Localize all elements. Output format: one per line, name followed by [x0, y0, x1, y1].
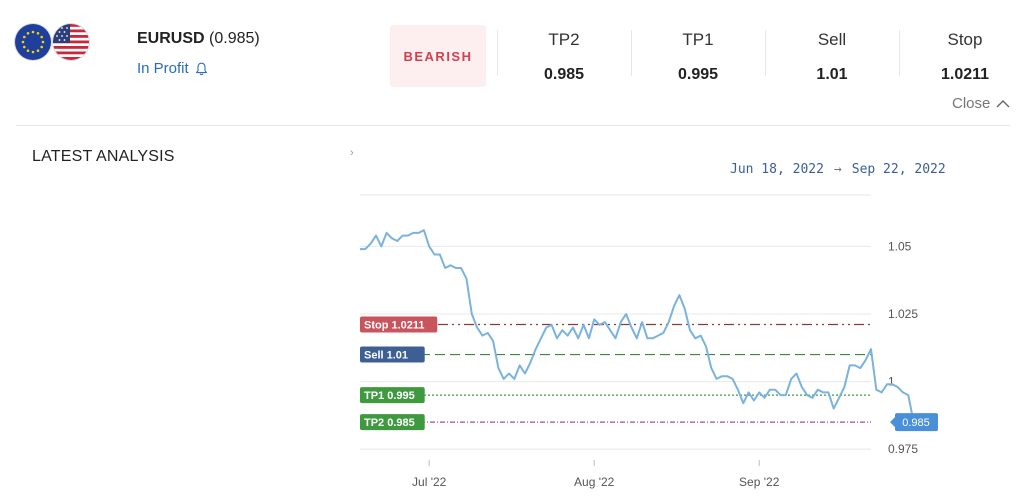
pair-price: (0.985) — [209, 30, 260, 47]
trade-header: EURUSD (0.985) In Profit BEARISH TP2 0.9… — [0, 0, 1024, 125]
y-tick-label: 1 — [888, 375, 895, 389]
current-price-label: 0.985 — [902, 417, 930, 429]
us-flag-icon — [53, 24, 89, 60]
section-title: LATEST ANALYSIS — [32, 148, 175, 165]
signal-badge: BEARISH — [390, 25, 486, 87]
metric-label: TP1 — [682, 30, 714, 49]
date-to: Sep 22, 2022 — [851, 162, 946, 177]
pair-symbol: EURUSD — [137, 30, 205, 47]
y-tick-label: 1.05 — [888, 239, 912, 253]
current-price-box — [895, 413, 938, 432]
metric-divider — [631, 30, 632, 76]
metric-label: Sell — [817, 30, 847, 49]
metric-stop: Stop 1.0211 — [898, 30, 1024, 83]
price-series-line — [360, 229, 915, 423]
x-tick-label: Aug '22 — [574, 475, 615, 489]
arrow-right-icon: → — [833, 162, 842, 177]
level-label-box — [360, 414, 425, 431]
close-label: Close — [952, 95, 991, 112]
metric-value: 1.01 — [816, 66, 848, 83]
metric-tp2: TP2 0.985 — [497, 30, 631, 83]
currency-flags — [15, 24, 95, 64]
price-chart[interactable]: 1.05 1.025 1 0.975 Jul '22 Aug '22 Sep '22 Stop… — [340, 190, 940, 503]
y-tick-label: 0.975 — [888, 442, 918, 456]
x-tick-label: Sep '22 — [739, 475, 780, 489]
us-stripes — [53, 24, 89, 60]
status-text: In Profit — [137, 60, 189, 77]
metric-label: TP2 — [548, 30, 580, 49]
level-label-box — [360, 346, 425, 363]
eu-stars — [21, 30, 45, 54]
level-label: TP2 0.985 — [364, 417, 415, 429]
level-label-box — [360, 316, 438, 333]
eu-flag-icon — [15, 24, 51, 60]
x-tick-label: Jul '22 — [412, 475, 447, 489]
metric-value: 0.995 — [677, 66, 719, 83]
chevron-up-icon — [996, 100, 1010, 108]
metric-label: Stop — [947, 30, 983, 49]
metric-sell: Sell 1.01 — [765, 30, 899, 83]
level-label: Sell 1.01 — [364, 350, 408, 362]
level-label: Stop 1.0211 — [364, 320, 425, 332]
header-divider — [16, 125, 1010, 126]
metric-divider — [899, 30, 900, 76]
date-from: Jun 18, 2022 — [730, 162, 824, 177]
bell-icon — [195, 62, 207, 75]
y-tick-label: 1.025 — [888, 307, 918, 321]
metric-tp1: TP1 0.995 — [631, 30, 765, 83]
date-range[interactable]: Jun 18, 2022 → Sep 22, 2022 — [730, 162, 946, 177]
metric-divider — [765, 30, 766, 76]
current-price-pointer — [890, 416, 896, 429]
level-label-box — [360, 387, 425, 404]
chevron-right-icon[interactable]: › — [350, 147, 354, 159]
level-label: TP1 0.995 — [364, 390, 415, 402]
metric-value: 0.985 — [543, 66, 585, 83]
metric-value: 1.0211 — [940, 66, 990, 83]
metric-divider — [497, 30, 498, 76]
price-chart-svg: 1.05 1.025 1 0.975 Jul '22 Aug '22 Sep '22 Stop… — [360, 194, 938, 489]
close-button[interactable]: Close — [952, 95, 1010, 112]
status-link[interactable]: In Profit — [137, 60, 208, 77]
pair-title: EURUSD (0.985) — [137, 30, 260, 48]
